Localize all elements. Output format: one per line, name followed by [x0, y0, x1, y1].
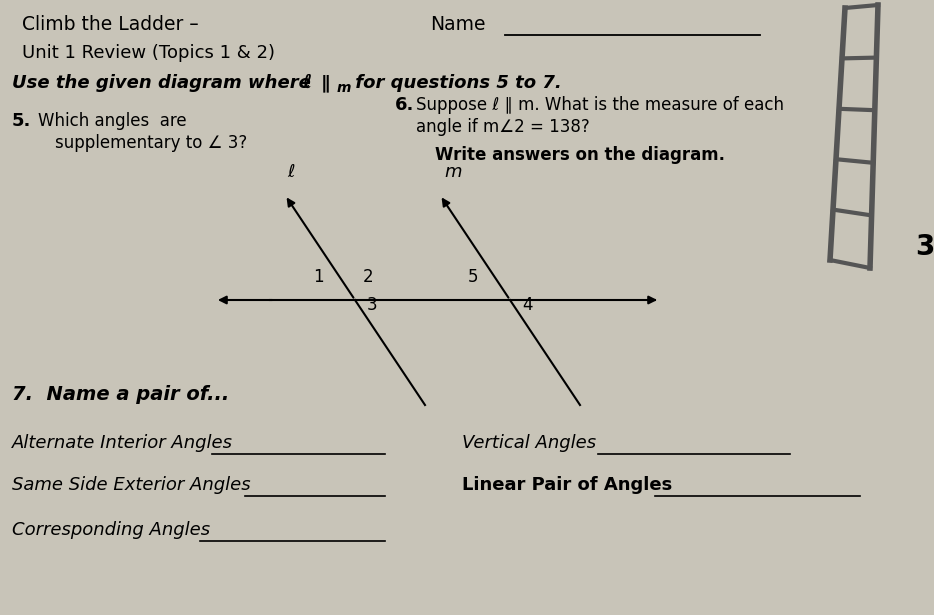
- Text: Linear Pair of Angles: Linear Pair of Angles: [462, 476, 672, 494]
- Text: Unit 1 Review (Topics 1 & 2): Unit 1 Review (Topics 1 & 2): [22, 44, 275, 62]
- Text: 6.: 6.: [395, 96, 415, 114]
- Text: Suppose ℓ ∥ m. What is the measure of each: Suppose ℓ ∥ m. What is the measure of ea…: [416, 96, 784, 114]
- Text: 2: 2: [363, 268, 374, 286]
- Text: m: m: [337, 81, 351, 95]
- Text: Name: Name: [430, 15, 486, 34]
- Text: 4: 4: [522, 296, 532, 314]
- Text: Climb the Ladder –: Climb the Ladder –: [22, 15, 199, 34]
- Text: ∥: ∥: [315, 74, 336, 92]
- Text: supplementary to ∠ 3?: supplementary to ∠ 3?: [55, 134, 248, 152]
- Text: Corresponding Angles: Corresponding Angles: [12, 521, 210, 539]
- Text: 3: 3: [367, 296, 377, 314]
- Text: Use the given diagram where: Use the given diagram where: [12, 74, 318, 92]
- Text: for questions 5 to 7.: for questions 5 to 7.: [349, 74, 561, 92]
- Text: 1: 1: [313, 268, 323, 286]
- Text: Same Side Exterior Angles: Same Side Exterior Angles: [12, 476, 250, 494]
- Text: $m$: $m$: [444, 163, 462, 181]
- Text: ℓ: ℓ: [302, 73, 311, 92]
- Text: Write answers on the diagram.: Write answers on the diagram.: [435, 146, 725, 164]
- Text: 5: 5: [468, 268, 478, 286]
- Text: 3: 3: [915, 233, 934, 261]
- Text: 7.  Name a pair of...: 7. Name a pair of...: [12, 385, 229, 404]
- Text: $\ell$: $\ell$: [287, 163, 295, 181]
- Text: Which angles  are: Which angles are: [38, 112, 187, 130]
- Text: angle if m∠2 = 138?: angle if m∠2 = 138?: [416, 118, 589, 136]
- Text: Vertical Angles: Vertical Angles: [462, 434, 596, 452]
- Text: 5.: 5.: [12, 112, 32, 130]
- Text: Alternate Interior Angles: Alternate Interior Angles: [12, 434, 233, 452]
